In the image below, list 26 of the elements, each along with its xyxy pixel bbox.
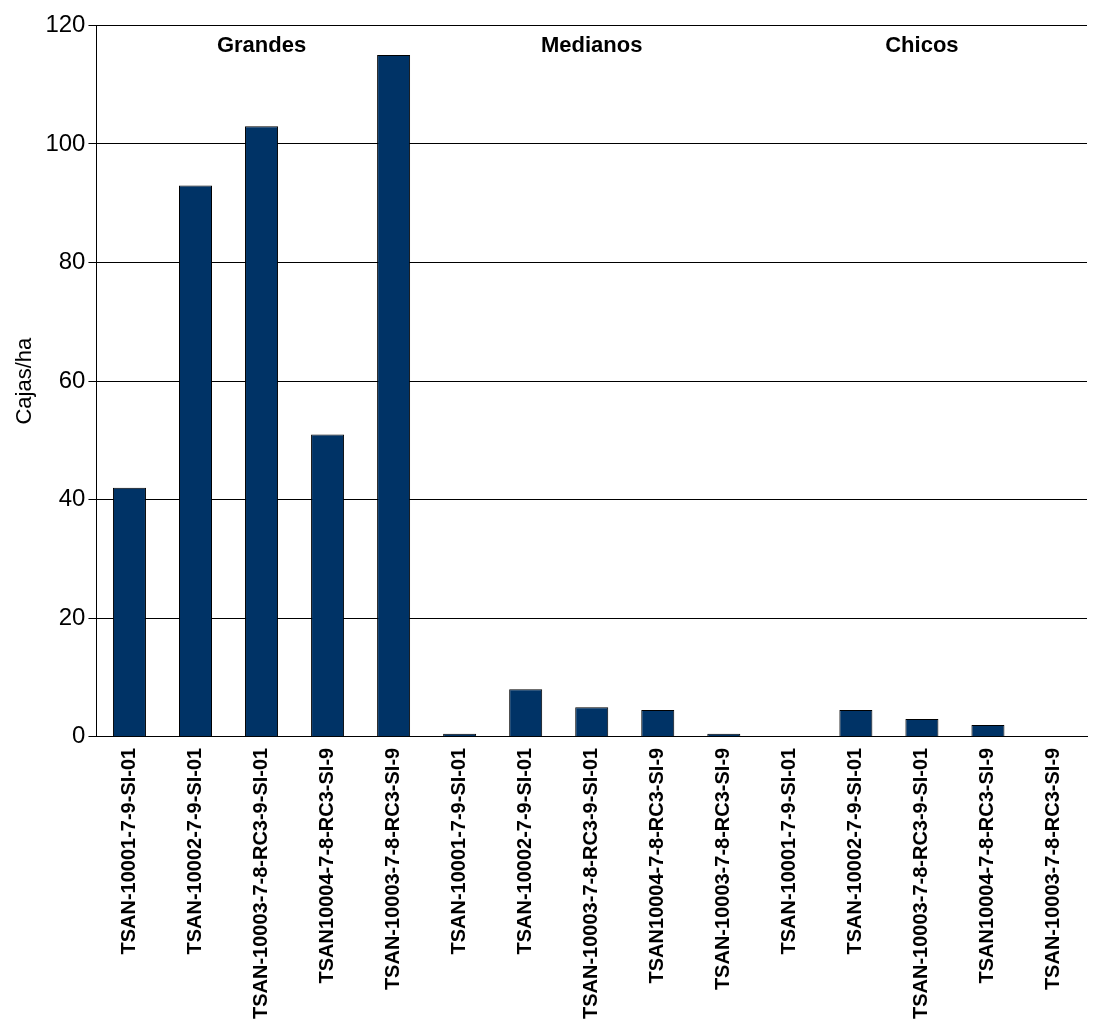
annotation: Grandes xyxy=(216,32,307,58)
y-tick-label: 100 xyxy=(45,128,86,156)
x-tick-label: TSAN10004-7-8-RC3-SI-9 xyxy=(315,747,338,984)
y-tick-label: 120 xyxy=(45,10,86,38)
x-tick-label: TSAN-10002-7-9-SI-01 xyxy=(183,747,206,955)
x-tick-label: TSAN-10001-7-9-SI-01 xyxy=(447,747,470,955)
x-tick-label: TSAN-10003-7-8-RC3-9-SI-01 xyxy=(249,747,272,1019)
x-tick-label: TSAN-10003-7-8-RC3-9-SI-01 xyxy=(909,747,932,1019)
x-tick-label: TSAN-10001-7-9-SI-01 xyxy=(116,747,139,955)
y-tick-label: 0 xyxy=(72,721,86,749)
x-tick-label: TSAN-10002-7-9-SI-01 xyxy=(843,747,866,955)
annotation: Medianos xyxy=(540,32,643,58)
x-tick-label: TSAN10004-7-8-RC3-SI-9 xyxy=(975,747,998,984)
x-tick-label: TSAN-10003-7-8-RC3-SI-9 xyxy=(711,747,734,991)
y-axis-title: Cajas/ha xyxy=(11,336,37,425)
y-tick-label: 40 xyxy=(58,484,86,512)
x-tick-label: TSAN-10003-7-8-RC3-9-SI-01 xyxy=(579,747,602,1019)
y-tick-label: 80 xyxy=(58,247,86,275)
x-tick-label: TSAN-10002-7-9-SI-01 xyxy=(513,747,536,955)
y-tick-label: 20 xyxy=(58,602,86,630)
x-tick-label: TSAN10004-7-8-RC3-SI-9 xyxy=(645,747,668,984)
x-tick-label: TSAN-10001-7-9-SI-01 xyxy=(777,747,800,955)
y-tick-label: 60 xyxy=(58,365,86,393)
annotation: Chicos xyxy=(885,32,959,58)
x-tick-label: TSAN-10003-7-8-RC3-SI-9 xyxy=(1041,747,1064,991)
x-tick-label: TSAN-10003-7-8-RC3-SI-9 xyxy=(381,747,404,991)
